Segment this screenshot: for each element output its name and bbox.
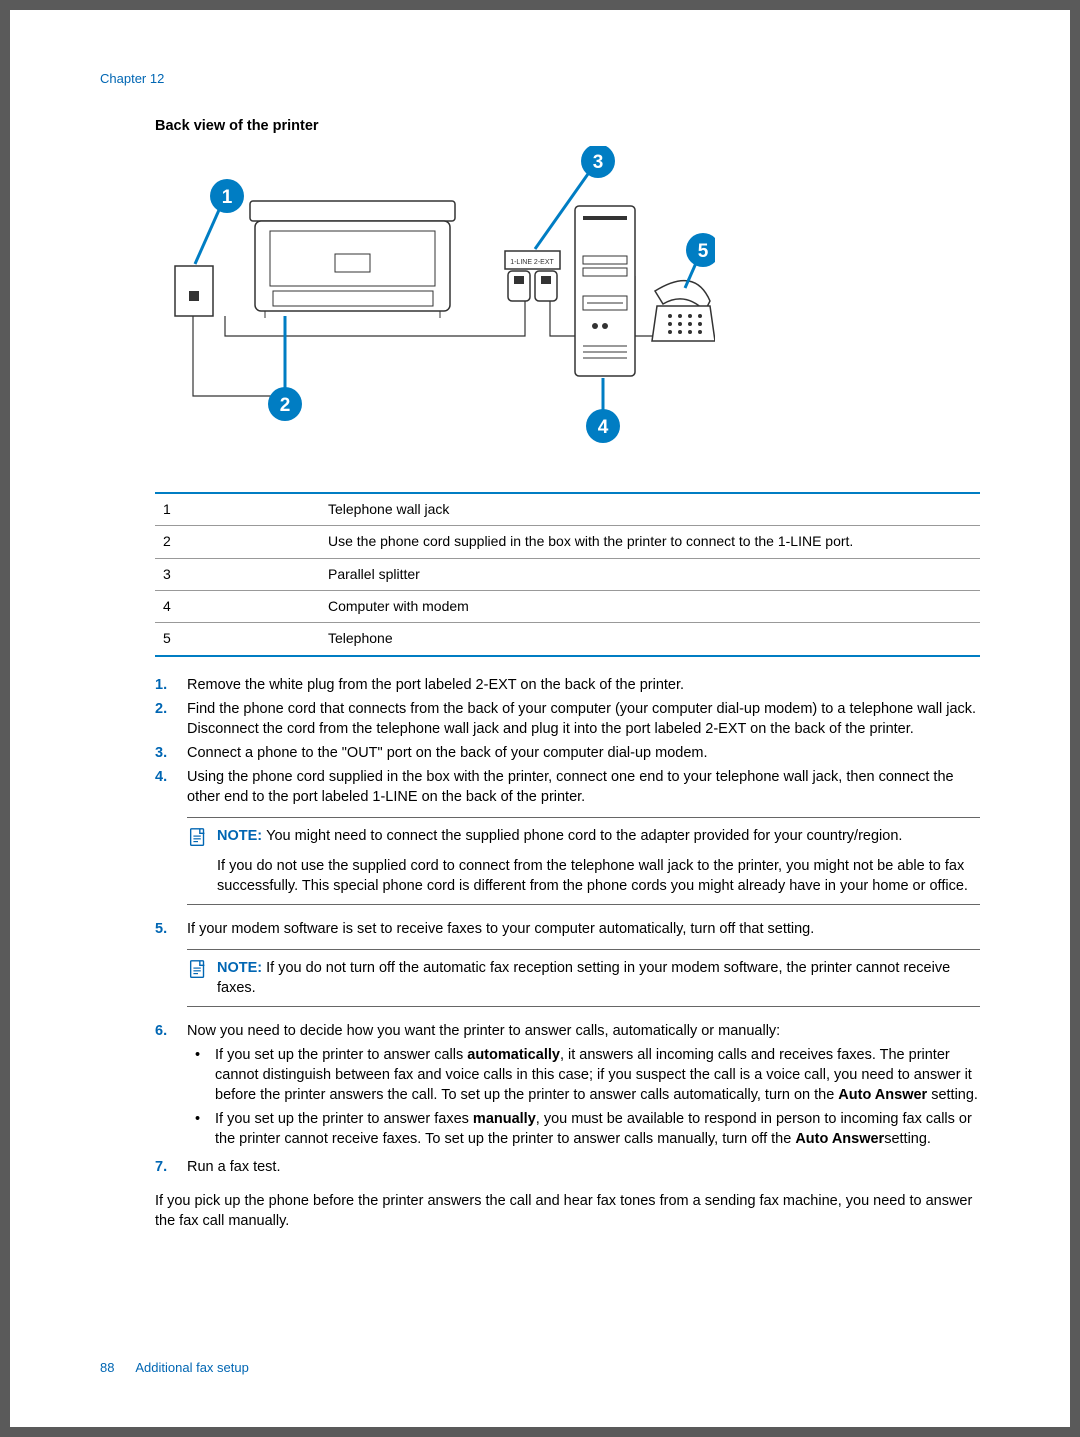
chapter-label: Chapter 12 <box>100 70 980 88</box>
page-footer: 88 Additional fax setup <box>100 1359 249 1377</box>
callout-text: Parallel splitter <box>320 558 980 590</box>
note-icon <box>187 826 209 848</box>
bullet-auto: • If you set up the printer to answer ca… <box>187 1045 980 1105</box>
printer-icon <box>250 201 455 318</box>
instruction-steps: 1. Remove the white plug from the port l… <box>155 675 980 1177</box>
callout-number: 1 <box>155 493 320 526</box>
callout-number: 4 <box>155 590 320 622</box>
printer-back-diagram: 1-LINE 2-EXT <box>155 146 980 452</box>
bullet-manual: • If you set up the printer to answer fa… <box>187 1109 980 1149</box>
diagram-svg: 1-LINE 2-EXT <box>155 146 715 446</box>
callout-table: 1Telephone wall jack2Use the phone cord … <box>155 492 980 657</box>
table-row: 5Telephone <box>155 623 980 656</box>
svg-text:1: 1 <box>222 187 233 208</box>
callout-number: 2 <box>155 526 320 558</box>
step-3: 3. Connect a phone to the "OUT" port on … <box>155 743 980 763</box>
callout-text: Telephone wall jack <box>320 493 980 526</box>
svg-text:2: 2 <box>280 395 291 416</box>
callout-text: Telephone <box>320 623 980 656</box>
svg-text:4: 4 <box>598 417 609 438</box>
splitter-icon: 1-LINE 2-EXT <box>505 251 560 301</box>
table-row: 2Use the phone cord supplied in the box … <box>155 526 980 558</box>
table-row: 4Computer with modem <box>155 590 980 622</box>
svg-text:1-LINE 2-EXT: 1-LINE 2-EXT <box>510 259 554 266</box>
telephone-icon <box>652 281 715 341</box>
step-2: 2. Find the phone cord that connects fro… <box>155 699 980 739</box>
computer-icon <box>575 206 635 376</box>
svg-text:3: 3 <box>593 152 604 173</box>
step-6-bullets: • If you set up the printer to answer ca… <box>187 1045 980 1149</box>
callout-number: 5 <box>155 623 320 656</box>
step-5: 5. If your modem software is set to rece… <box>155 919 980 1017</box>
callout-text: Use the phone cord supplied in the box w… <box>320 526 980 558</box>
section-title: Back view of the printer <box>155 116 980 136</box>
step-4: 4. Using the phone cord supplied in the … <box>155 767 980 915</box>
callout-number: 3 <box>155 558 320 590</box>
table-row: 3Parallel splitter <box>155 558 980 590</box>
step-1: 1. Remove the white plug from the port l… <box>155 675 980 695</box>
footer-section: Additional fax setup <box>135 1360 248 1375</box>
wall-jack-icon <box>175 266 213 316</box>
callout-text: Computer with modem <box>320 590 980 622</box>
table-row: 1Telephone wall jack <box>155 493 980 526</box>
note-box-1: NOTE: You might need to connect the supp… <box>187 817 980 905</box>
note-icon <box>187 958 209 980</box>
page-number: 88 <box>100 1360 114 1375</box>
note-box-2: NOTE: If you do not turn off the automat… <box>187 949 980 1007</box>
closing-paragraph: If you pick up the phone before the prin… <box>155 1191 980 1231</box>
step-7: 7. Run a fax test. <box>155 1157 980 1177</box>
document-page: Chapter 12 Back view of the printer <box>10 10 1070 1427</box>
svg-text:5: 5 <box>698 241 709 262</box>
step-6: 6. Now you need to decide how you want t… <box>155 1021 980 1153</box>
